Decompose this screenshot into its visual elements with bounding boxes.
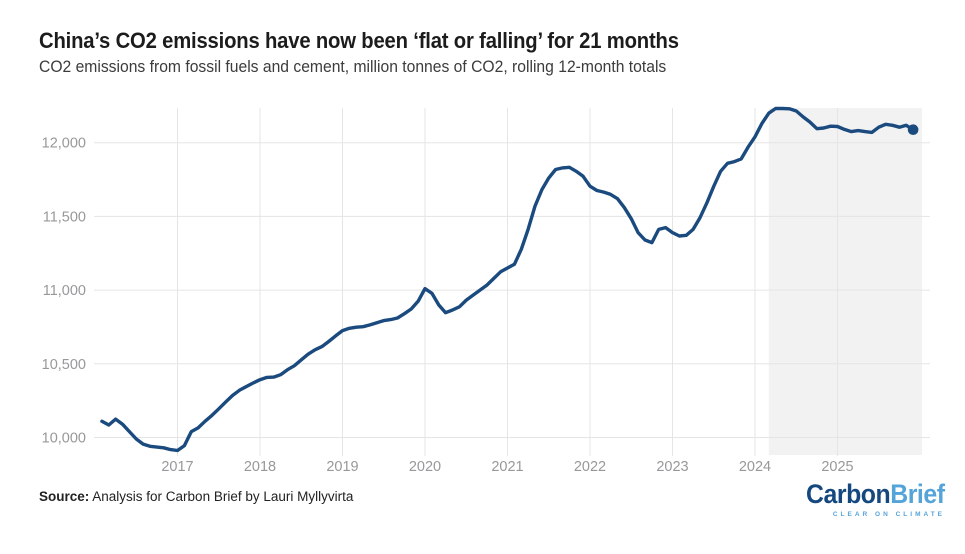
gridlines [94, 108, 930, 456]
svg-text:2022: 2022 [574, 459, 606, 475]
logo-word-brief: Brief [890, 479, 946, 509]
svg-text:2021: 2021 [491, 459, 523, 475]
svg-text:2023: 2023 [656, 459, 688, 475]
latest-point-marker [907, 124, 919, 136]
svg-text:2025: 2025 [821, 459, 853, 475]
svg-text:10,000: 10,000 [42, 431, 86, 447]
svg-text:12,000: 12,000 [42, 136, 86, 152]
source-text: Analysis for Carbon Brief by Lauri Mylly… [89, 489, 354, 504]
carbonbrief-logo-text: CarbonBrief [806, 479, 946, 509]
emissions-line [100, 106, 915, 453]
svg-text:10,500: 10,500 [42, 357, 86, 373]
svg-text:2019: 2019 [326, 459, 358, 475]
highlight-region [768, 108, 923, 455]
chart-title: China’s CO2 emissions have now been ‘fla… [39, 28, 679, 53]
source-note: Source: Analysis for Carbon Brief by Lau… [39, 489, 353, 504]
svg-text:2024: 2024 [739, 459, 771, 475]
svg-text:2017: 2017 [161, 459, 193, 475]
carbonbrief-logo[interactable]: CarbonBrief CLEAR ON CLIMATE [794, 479, 946, 519]
x-axis-labels: 2017 2018 2019 2020 2021 2022 2023 2024 2025 [161, 459, 853, 475]
y-axis-labels: 10,000 10,500 11,000 11,500 12,000 [42, 136, 86, 447]
svg-text:2018: 2018 [244, 459, 276, 475]
logo-word-carbon: Carbon [806, 479, 892, 509]
logo-tagline: CLEAR ON CLIMATE [832, 511, 945, 518]
chart-subtitle: CO2 emissions from fossil fuels and ceme… [39, 58, 667, 76]
svg-text:11,000: 11,000 [43, 283, 86, 299]
svg-text:11,500: 11,500 [43, 209, 86, 225]
source-label: Source: [39, 489, 90, 504]
svg-text:2020: 2020 [409, 459, 441, 475]
